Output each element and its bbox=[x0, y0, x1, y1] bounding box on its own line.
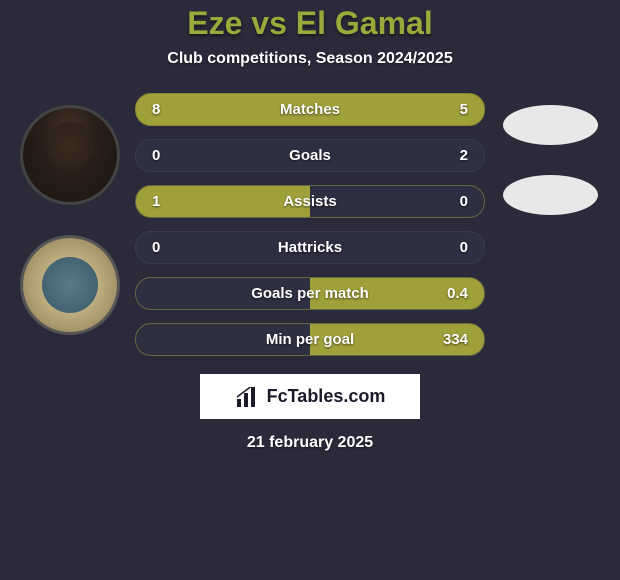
stat-right-value: 2 bbox=[428, 147, 468, 164]
stat-label: Matches bbox=[192, 101, 428, 118]
team1-badge bbox=[20, 235, 120, 335]
stat-row-matches: 8 Matches 5 bbox=[135, 93, 485, 126]
stat-right-value: 0.4 bbox=[428, 285, 468, 302]
page-subtitle: Club competitions, Season 2024/2025 bbox=[167, 50, 452, 68]
stat-right-value: 0 bbox=[428, 239, 468, 256]
stat-label: Hattricks bbox=[192, 239, 428, 256]
comparison-card: Eze vs El Gamal Club competitions, Seaso… bbox=[0, 0, 620, 580]
stat-right-value: 334 bbox=[428, 331, 468, 348]
team2-placeholder bbox=[503, 175, 598, 215]
left-column bbox=[10, 93, 130, 335]
stat-row-hattricks: 0 Hattricks 0 bbox=[135, 231, 485, 264]
right-column bbox=[490, 93, 610, 215]
stat-left-value: 0 bbox=[152, 147, 192, 164]
chart-icon bbox=[235, 387, 259, 407]
stat-left-value: 0 bbox=[152, 239, 192, 256]
stat-label: Goals per match bbox=[192, 285, 428, 302]
stat-right-value: 0 bbox=[428, 193, 468, 210]
stat-left-value: 8 bbox=[152, 101, 192, 118]
brand-name: FcTables.com bbox=[267, 386, 386, 407]
stat-right-value: 5 bbox=[428, 101, 468, 118]
player2-placeholder bbox=[503, 105, 598, 145]
stat-row-goals: 0 Goals 2 bbox=[135, 139, 485, 172]
page-title: Eze vs El Gamal bbox=[187, 5, 432, 42]
stat-label: Goals bbox=[192, 147, 428, 164]
stat-row-assists: 1 Assists 0 bbox=[135, 185, 485, 218]
stat-label: Min per goal bbox=[192, 331, 428, 348]
date-label: 21 february 2025 bbox=[247, 434, 373, 452]
stat-left-value: 1 bbox=[152, 193, 192, 210]
main-content: 8 Matches 5 0 Goals 2 1 Assists 0 0 Hatt… bbox=[0, 93, 620, 356]
stat-row-goals-per-match: Goals per match 0.4 bbox=[135, 277, 485, 310]
stat-row-min-per-goal: Min per goal 334 bbox=[135, 323, 485, 356]
stat-label: Assists bbox=[192, 193, 428, 210]
stats-column: 8 Matches 5 0 Goals 2 1 Assists 0 0 Hatt… bbox=[130, 93, 490, 356]
player1-avatar bbox=[20, 105, 120, 205]
brand-badge[interactable]: FcTables.com bbox=[200, 374, 421, 419]
